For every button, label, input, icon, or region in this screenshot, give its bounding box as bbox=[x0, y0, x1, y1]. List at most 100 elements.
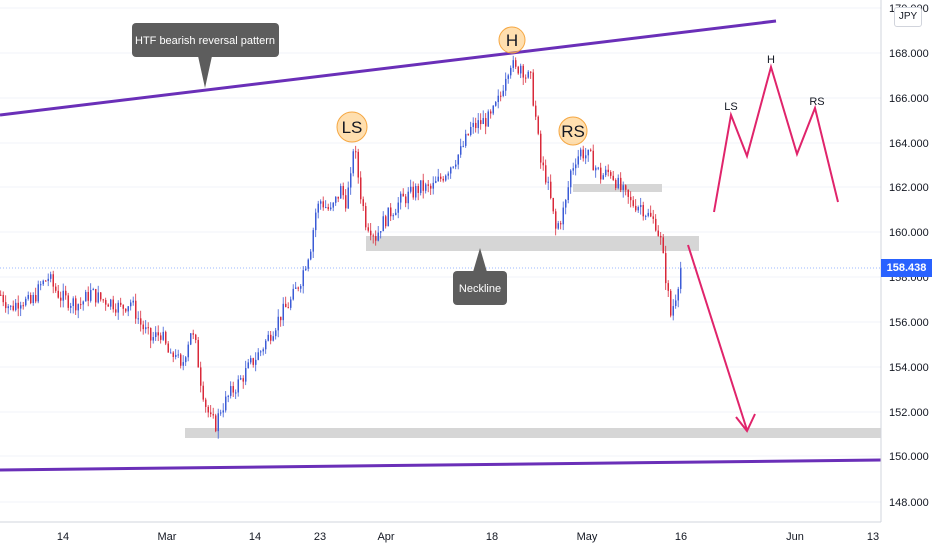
currency-badge[interactable]: JPY bbox=[894, 7, 922, 27]
sketch-line bbox=[713, 63, 839, 213]
candle-body bbox=[677, 288, 679, 301]
candle-body bbox=[627, 189, 629, 197]
candle-body bbox=[375, 236, 377, 241]
candle-body bbox=[62, 290, 64, 301]
candle-body bbox=[417, 186, 419, 193]
candle-body bbox=[245, 368, 247, 382]
candle-body bbox=[570, 170, 572, 188]
candle-body bbox=[190, 333, 192, 345]
candle-body bbox=[455, 164, 457, 167]
candle-body bbox=[480, 120, 482, 125]
time-axis[interactable]: 14 Mar 14 23 Apr 18 May 16 Jun 13 bbox=[57, 531, 879, 543]
candle-body bbox=[392, 215, 394, 217]
candle-body bbox=[675, 300, 677, 307]
candle-body bbox=[647, 212, 649, 216]
candle-body bbox=[552, 197, 554, 212]
candle-body bbox=[247, 362, 249, 369]
candle-body bbox=[612, 175, 614, 180]
candle-body bbox=[20, 305, 22, 309]
candle-body bbox=[592, 150, 594, 171]
marker-rs-circle bbox=[558, 116, 588, 146]
candle-body bbox=[15, 302, 17, 311]
candle-body bbox=[560, 223, 562, 225]
candle-body bbox=[617, 177, 619, 189]
candle-body bbox=[317, 203, 319, 213]
candle-body bbox=[72, 298, 74, 306]
candle-body bbox=[382, 216, 384, 232]
candle-body bbox=[567, 187, 569, 201]
candle-body bbox=[297, 287, 299, 289]
candle-body bbox=[420, 180, 422, 193]
candle-body bbox=[157, 332, 159, 336]
candle-body bbox=[457, 154, 459, 165]
candle-body bbox=[385, 216, 387, 227]
candle-body bbox=[395, 212, 397, 216]
candle-body bbox=[522, 65, 524, 78]
candle-body bbox=[345, 195, 347, 209]
candle-body bbox=[352, 151, 354, 174]
candle-body bbox=[527, 71, 529, 78]
candle-body bbox=[657, 230, 659, 236]
candle-body bbox=[405, 196, 407, 204]
candle-body bbox=[350, 173, 352, 188]
candle-body bbox=[270, 334, 272, 341]
time-tick-label: 23 bbox=[314, 531, 326, 543]
candle-body bbox=[207, 406, 209, 413]
marker-h-circle bbox=[498, 26, 526, 54]
candle-body bbox=[615, 179, 617, 189]
candle-body bbox=[10, 305, 12, 307]
candle-body bbox=[67, 295, 69, 308]
candle-body bbox=[397, 202, 399, 213]
time-tick-label: Jun bbox=[786, 531, 804, 543]
candle-body bbox=[235, 392, 237, 394]
candle-body bbox=[65, 290, 67, 296]
candle-body bbox=[412, 186, 414, 198]
candle-body bbox=[652, 216, 654, 219]
candle-body bbox=[215, 415, 217, 432]
candle-body bbox=[502, 90, 504, 96]
support-resistance-zones bbox=[185, 184, 881, 438]
candle-body bbox=[22, 305, 24, 307]
candle-body bbox=[90, 290, 92, 301]
candle-body bbox=[407, 191, 409, 204]
pattern-sketch: LS H RS bbox=[713, 54, 839, 213]
candle-body bbox=[347, 187, 349, 209]
candle-body bbox=[600, 167, 602, 180]
candle-body bbox=[362, 199, 364, 207]
price-axis[interactable]: 148.000150.000152.000154.000156.000158.0… bbox=[889, 3, 929, 509]
candle-body bbox=[557, 223, 559, 229]
candle-body bbox=[490, 111, 492, 114]
candle-body bbox=[197, 340, 199, 368]
candle-body bbox=[315, 212, 317, 231]
candle-body bbox=[257, 352, 259, 360]
candle-body bbox=[200, 367, 202, 386]
candle-body bbox=[112, 299, 114, 310]
candle-body bbox=[532, 72, 534, 106]
sketch-label-rs: RS bbox=[809, 96, 824, 108]
candle-body bbox=[250, 358, 252, 363]
candle-body bbox=[670, 290, 672, 316]
callout-top-box bbox=[132, 23, 279, 57]
candle-body bbox=[172, 352, 174, 357]
candle-body bbox=[357, 151, 359, 178]
candle-body bbox=[295, 287, 297, 289]
candle-body bbox=[337, 196, 339, 199]
candle-body bbox=[145, 327, 147, 330]
candle-body bbox=[445, 175, 447, 181]
neckline-zone bbox=[366, 236, 699, 251]
candle-body bbox=[485, 118, 487, 127]
marker-ls-label: LS bbox=[342, 118, 363, 137]
candle-body bbox=[415, 186, 417, 198]
candle-body bbox=[280, 316, 282, 321]
candle-body bbox=[640, 205, 642, 208]
candle-body bbox=[465, 133, 467, 146]
candle-body bbox=[367, 227, 369, 231]
candle-body bbox=[610, 172, 612, 176]
candle-body bbox=[655, 218, 657, 231]
candle-body bbox=[212, 414, 214, 416]
candle-body bbox=[102, 299, 104, 301]
candle-body bbox=[637, 207, 639, 211]
candle-body bbox=[620, 177, 622, 190]
candle-body bbox=[142, 324, 144, 330]
candle-body bbox=[587, 149, 589, 156]
